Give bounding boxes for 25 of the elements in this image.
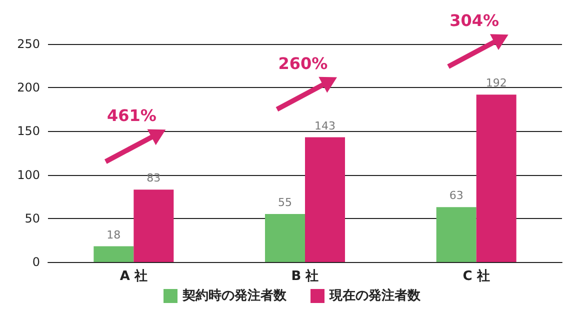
data-label: 63 <box>449 189 464 202</box>
legend-label: 現在の発注者数 <box>328 288 422 304</box>
x-tick-label: C 社 <box>462 268 490 284</box>
annotation: 260% <box>278 54 328 73</box>
y-tick-label: 50 <box>24 211 40 226</box>
bar <box>436 207 476 262</box>
y-tick-label: 100 <box>17 168 40 182</box>
y-tick-label: 250 <box>17 37 40 51</box>
annotation: 461% <box>106 106 156 126</box>
bar <box>265 214 305 262</box>
x-tick-label: B 社 <box>291 268 319 284</box>
legend-label: 契約時の発注者数 <box>182 288 288 304</box>
bar <box>134 190 174 262</box>
y-tick-label: 200 <box>17 80 40 95</box>
data-label: 55 <box>278 196 292 210</box>
y-tick-label: 150 <box>17 124 40 138</box>
y-tick-label: 0 <box>32 255 40 269</box>
data-label: 192 <box>486 76 507 90</box>
data-label: 143 <box>314 119 336 132</box>
data-label: 18 <box>106 228 121 242</box>
bar <box>94 246 134 262</box>
text: 304% <box>450 11 500 30</box>
bar <box>305 137 345 262</box>
bar <box>476 94 516 262</box>
x-tick-label: A 社 <box>120 268 148 284</box>
